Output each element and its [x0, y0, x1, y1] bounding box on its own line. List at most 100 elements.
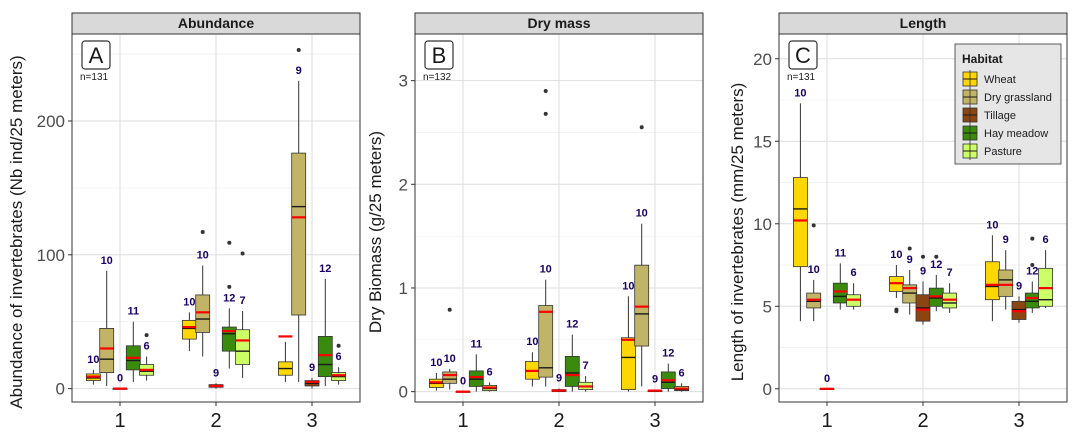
count-label: 0: [117, 373, 123, 385]
count-label: 6: [487, 366, 493, 378]
count-label: 10: [636, 208, 648, 220]
box-pasture: 6: [846, 267, 861, 310]
box-dry-grassland: 10: [634, 125, 650, 387]
box-rect: [998, 269, 1014, 297]
panel-letter-box: [81, 40, 111, 70]
legend-entry-dry-grassland: Dry grassland: [962, 88, 1052, 106]
box-rect: [1024, 292, 1040, 309]
box-tillage: 0: [112, 373, 128, 390]
outlier-point: [296, 48, 301, 53]
outlier-point: [200, 230, 205, 235]
count-label: 9: [1016, 280, 1022, 292]
y-tick-label: 1: [399, 279, 408, 298]
outlier-point: [1030, 263, 1035, 268]
count-label: 12: [319, 263, 331, 275]
legend-label: Pasture: [984, 146, 1022, 158]
outlier-point: [907, 246, 912, 251]
box-rect: [832, 282, 848, 304]
y-tick-label: 2: [399, 175, 408, 194]
count-label: 9: [652, 374, 658, 386]
box-pasture: 6: [674, 367, 689, 392]
box-rect: [621, 337, 636, 390]
panel-letter-box: [424, 40, 454, 70]
box-pasture: 7: [942, 267, 957, 313]
panel-letter: B: [432, 43, 447, 68]
box-wheat: [277, 335, 293, 382]
count-label: 10: [101, 255, 113, 267]
box-rect: [985, 261, 1000, 301]
box-tillage: 0: [819, 373, 835, 390]
x-tick-label: 2: [210, 410, 221, 432]
box-rect: [317, 336, 333, 377]
y-axis-label: Dry Biomass (g/25 meters): [366, 131, 385, 333]
count-label: 7: [947, 267, 953, 279]
y-tick-label: 200: [37, 112, 65, 131]
box-rect: [902, 284, 918, 304]
box-rect: [235, 329, 251, 365]
box-tillage: 9: [915, 254, 931, 325]
box-hay-meadow: 11: [125, 306, 141, 382]
panel-letter-box: [788, 40, 818, 70]
count-label: 12: [566, 319, 578, 331]
count-label: 10: [444, 353, 456, 365]
count-label: 10: [87, 354, 99, 366]
legend-entry-pasture: Pasture: [962, 142, 1022, 160]
panel-letter: C: [795, 43, 811, 68]
y-axis-label: Abundance of invertebrates (Nb ind/25 me…: [7, 55, 26, 408]
count-label: 10: [622, 280, 634, 292]
outlier-point: [811, 223, 816, 228]
box-pasture: 7: [578, 360, 593, 392]
box-hay-meadow: 12: [660, 348, 676, 392]
box-dry-grassland: 9: [902, 246, 918, 315]
box-wheat: 10: [525, 336, 540, 387]
count-label: 10: [986, 219, 998, 231]
box-wheat: 10: [86, 354, 101, 385]
box-dry-grassland: 10: [806, 223, 822, 322]
outlier-point: [1030, 236, 1035, 241]
legend-title: Habitat: [962, 52, 1003, 66]
outlier-point: [227, 240, 232, 245]
strip-title: Abundance: [178, 15, 254, 31]
count-label: 12: [223, 292, 235, 304]
y-tick-label: 20: [753, 50, 772, 69]
box-tillage: 9: [208, 367, 224, 389]
legend-entry-hay-meadow: Hay meadow: [962, 124, 1048, 142]
y-tick-label: 0: [763, 380, 772, 399]
box-wheat: 10: [985, 219, 1000, 322]
box-rect: [564, 355, 580, 387]
count-label: 10: [430, 357, 442, 369]
sample-size-label: n=131: [787, 72, 816, 83]
x-tick-label: 3: [1013, 410, 1024, 432]
count-label: 9: [920, 266, 926, 278]
count-label: 9: [309, 362, 315, 374]
sample-size-label: n=132: [423, 72, 452, 83]
box-tillage: 9: [304, 362, 320, 389]
count-label: 9: [213, 367, 219, 379]
box-wheat: 10: [428, 357, 444, 391]
count-label: 10: [197, 250, 209, 262]
box-pasture: 6: [331, 343, 347, 385]
count-label: 9: [907, 254, 913, 266]
y-tick-label: 5: [763, 297, 772, 316]
outlier-point: [240, 251, 245, 256]
count-label: 7: [583, 360, 589, 372]
count-label: 10: [540, 264, 552, 276]
count-label: 0: [824, 373, 830, 385]
legend-entry-tillage: Tillage: [962, 106, 1016, 124]
box-dry-grassland: 10: [195, 230, 211, 357]
y-tick-label: 3: [399, 72, 408, 91]
count-label: 9: [556, 373, 562, 385]
outlier-point: [227, 284, 232, 289]
box-dry-grassland: 9: [998, 234, 1014, 310]
strip-title: Dry mass: [527, 15, 590, 31]
count-label: 6: [336, 351, 342, 363]
y-tick-label: 0: [56, 380, 65, 399]
y-tick-label: 0: [399, 383, 408, 402]
box-dry-grassland: 10: [538, 89, 554, 387]
outlier-point: [543, 89, 548, 94]
box-dry-grassland: 10: [99, 255, 115, 386]
outlier-point: [921, 254, 925, 259]
count-label: 6: [851, 267, 857, 279]
outlier-point: [336, 343, 341, 348]
